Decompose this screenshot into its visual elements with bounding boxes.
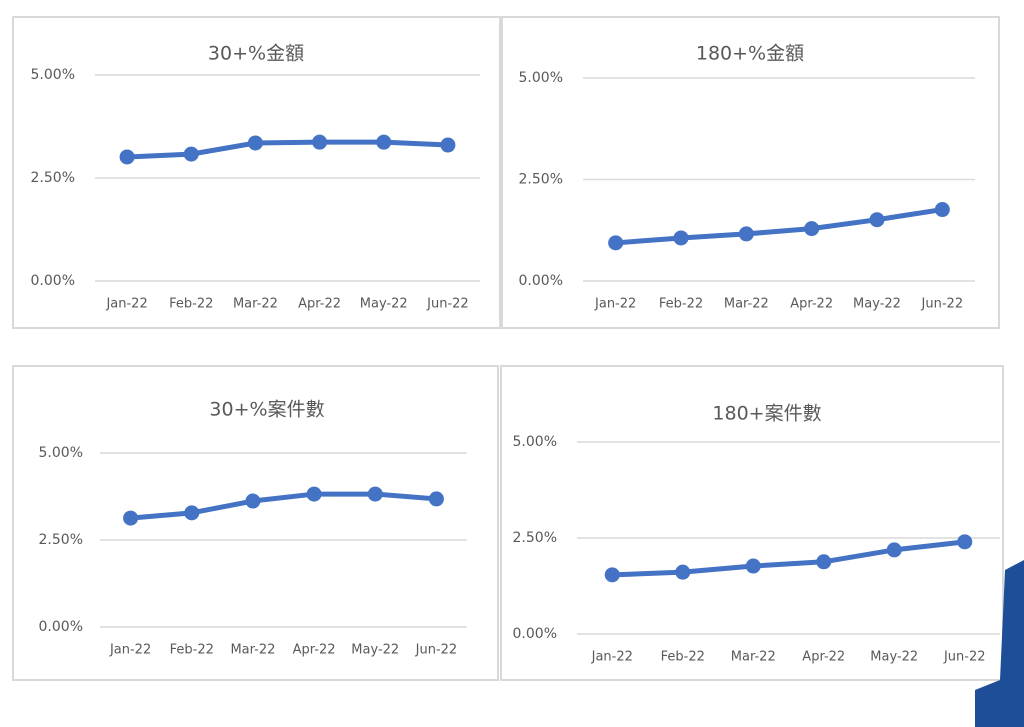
marker [604,567,620,583]
line [126,139,449,160]
marker [608,235,624,251]
x-tick-label: Mar-22 [230,643,275,658]
x-tick-label: Jan-22 [105,297,147,312]
x-tick-label: Apr-22 [293,643,336,658]
y-tick-label: 2.50% [513,530,557,546]
y-tick-label: 0.00% [513,626,557,642]
y-tick-label: 0.00% [39,619,83,635]
chart-title: 180+%金額 [696,43,804,65]
y-tick-label: 2.50% [39,532,83,548]
y-tick-label: 0.00% [31,273,75,289]
line [615,207,943,246]
marker [745,558,761,574]
x-tick-label: May-22 [351,643,399,658]
marker [869,212,885,228]
x-tick-label: Jun-22 [426,297,469,312]
x-tick-label: May-22 [360,297,408,312]
marker [376,134,392,150]
y-tick-label: 5.00% [39,445,83,461]
panel [501,16,1000,329]
decoration [975,560,1024,727]
marker [183,146,199,162]
marker [367,486,383,502]
line [130,491,437,521]
marker [306,486,322,502]
x-tick-label: Feb-22 [170,643,214,658]
line [612,539,966,578]
x-tick-label: May-22 [870,650,918,665]
marker [675,564,691,580]
panel [500,365,1004,681]
marker [804,221,820,237]
marker [184,505,200,521]
x-tick-label: Apr-22 [298,297,341,312]
chart-title: 30+%金額 [208,43,304,65]
marker [247,135,263,151]
x-tick-label: Feb-22 [169,297,213,312]
marker [123,510,139,526]
marker [816,554,832,570]
x-tick-label: May-22 [853,297,901,312]
chart-title: 180+案件數 [712,403,821,425]
x-tick-label: Apr-22 [802,650,845,665]
y-tick-label: 5.00% [31,67,75,83]
chart-title: 30+%案件數 [209,399,324,421]
marker [245,493,261,509]
y-tick-label: 0.00% [519,273,563,289]
x-tick-label: Jan-22 [591,650,633,665]
x-tick-label: Feb-22 [661,650,705,665]
marker [886,542,902,558]
x-tick-label: Jun-22 [415,643,458,658]
marker [428,491,444,507]
x-tick-label: Jan-22 [109,643,151,658]
marker [312,134,328,150]
x-tick-label: Jun-22 [921,297,964,312]
x-tick-label: Mar-22 [233,297,278,312]
y-tick-label: 5.00% [513,434,557,450]
x-tick-label: Apr-22 [790,297,833,312]
x-tick-label: Mar-22 [724,297,769,312]
y-tick-label: 5.00% [519,70,563,86]
x-tick-label: Jan-22 [594,297,636,312]
marker [119,149,135,165]
marker [957,534,973,550]
marker [934,202,950,218]
x-tick-label: Mar-22 [731,650,776,665]
marker [738,226,754,242]
y-tick-label: 2.50% [519,172,563,188]
x-tick-label: Feb-22 [659,297,703,312]
x-tick-label: Jun-22 [943,650,986,665]
marker [440,137,456,153]
marker [673,230,689,246]
panel [12,16,501,329]
y-tick-label: 2.50% [31,170,75,186]
